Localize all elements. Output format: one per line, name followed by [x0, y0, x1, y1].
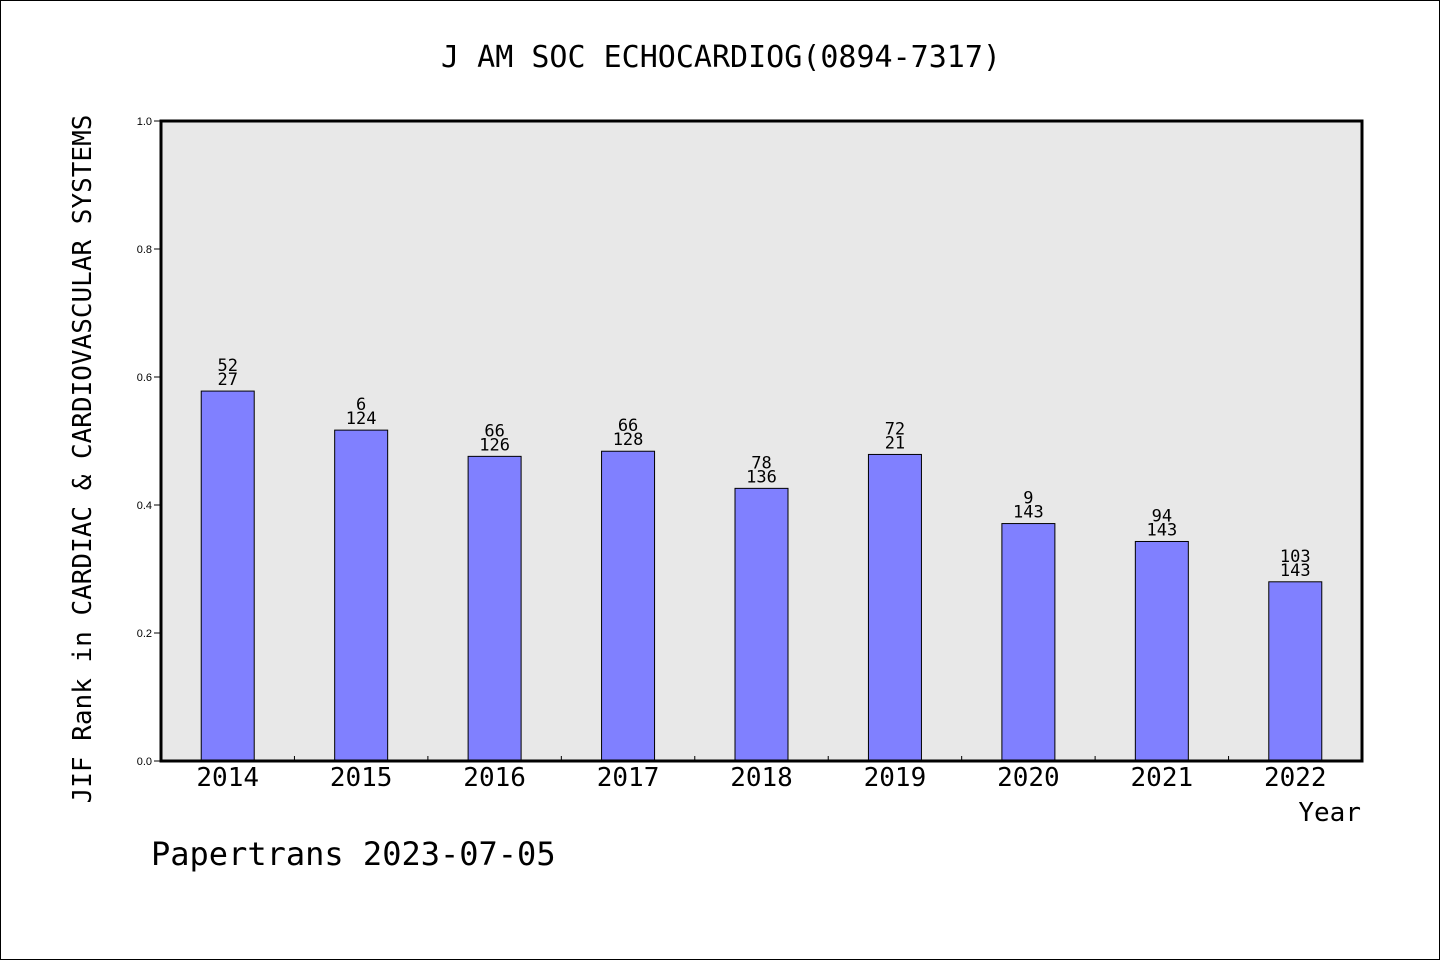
x-tick-label: 2020 — [997, 763, 1060, 793]
x-tick-label: 2014 — [196, 763, 259, 793]
y-tick-label: 0.4 — [137, 500, 152, 512]
x-tick-label: 2017 — [597, 763, 660, 793]
bar-rank-label: 66 — [484, 421, 504, 441]
bar-total-label: 143 — [1280, 561, 1311, 581]
credit-text: Papertrans 2023-07-05 — [151, 835, 556, 873]
x-tick-label: 2016 — [463, 763, 526, 793]
bar-rank-label: 94 — [1152, 506, 1172, 526]
bar-2018 — [734, 487, 789, 762]
x-tick-label: 2022 — [1264, 763, 1327, 793]
x-tick-label: 2018 — [730, 763, 793, 793]
y-tick-label: 0.8 — [137, 244, 152, 256]
y-axis: 0.0 0.2 0.4 0.6 0.8 1.0 — [137, 116, 161, 768]
bar-rank-label: 72 — [885, 419, 905, 439]
bar-2017 — [601, 450, 656, 762]
x-axis-label: Year — [1298, 798, 1361, 828]
bar-total-label: 21 — [885, 433, 905, 453]
bar-total-label: 143 — [1013, 503, 1044, 523]
bar-total-label: 124 — [346, 409, 377, 429]
x-tick-label: 2015 — [330, 763, 393, 793]
bar-2019 — [867, 453, 922, 762]
y-tick-label: 0.0 — [137, 756, 152, 768]
bar-2016 — [467, 455, 522, 762]
bar-2015 — [334, 429, 389, 762]
bar-rank-label: 9 — [1023, 489, 1033, 509]
bar-2020 — [1001, 523, 1056, 762]
bar-rank-label: 78 — [751, 453, 771, 473]
y-tick-label: 0.2 — [137, 628, 152, 640]
bar-total-label: 136 — [746, 467, 777, 487]
y-axis-label: JIF Rank in CARDIAC & CARDIOVASCULAR SYS… — [68, 115, 98, 804]
bar-2022 — [1268, 581, 1323, 762]
bar-rank-label: 103 — [1280, 547, 1311, 567]
bar-rank-label: 6 — [356, 395, 366, 415]
y-tick-label: 1.0 — [137, 116, 152, 128]
bar-total-label: 128 — [613, 430, 644, 450]
x-axis: 2014 2015 2016 2017 2018 2019 2020 2021 2022 — [196, 756, 1327, 793]
bar-total-label: 126 — [479, 435, 510, 455]
bar-2021 — [1134, 540, 1189, 762]
x-tick-label: 2021 — [1131, 763, 1194, 793]
bar-2014 — [200, 390, 255, 762]
plot-border — [159, 119, 1364, 763]
bar-total-label: 143 — [1146, 520, 1177, 540]
bars-group — [200, 390, 1323, 762]
bar-rank-label: 52 — [217, 356, 237, 376]
bar-rank-label: 66 — [618, 416, 638, 436]
chart-title: J AM SOC ECHOCARDIOG(0894-7317) — [441, 40, 1001, 75]
x-tick-label: 2019 — [864, 763, 927, 793]
bar-total-label: 27 — [217, 370, 237, 390]
y-tick-label: 0.6 — [137, 372, 152, 384]
